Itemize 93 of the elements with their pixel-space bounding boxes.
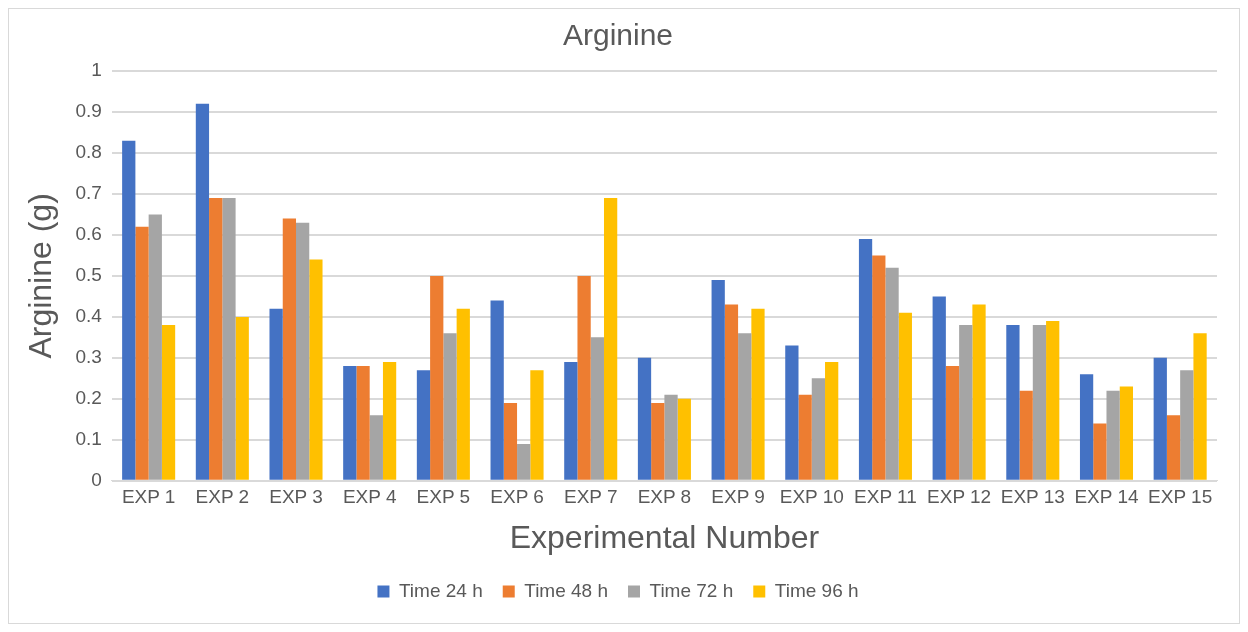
bar <box>858 239 873 480</box>
bar <box>785 345 799 480</box>
bar <box>209 198 223 480</box>
bar <box>222 198 236 480</box>
x-tick-label: EXP 1 <box>121 486 176 508</box>
bar <box>503 402 518 480</box>
y-tick-label: 1 <box>91 59 102 81</box>
bar <box>932 296 946 480</box>
bar <box>603 198 618 480</box>
x-tick-label: EXP 10 <box>779 486 844 508</box>
x-tick-label: EXP 4 <box>342 486 397 508</box>
bar <box>1180 370 1194 480</box>
bar <box>564 361 578 480</box>
bar <box>738 333 752 480</box>
legend-label: Time 24 h <box>398 579 483 601</box>
x-tick-label: EXP 3 <box>269 486 323 508</box>
y-tick-label: 0.1 <box>75 428 102 450</box>
bar <box>195 103 210 480</box>
x-tick-label: EXP 13 <box>1000 486 1065 508</box>
bar <box>872 255 886 480</box>
y-axis-title: Arginine (g) <box>22 193 59 359</box>
y-tick-label: 0.3 <box>75 346 102 368</box>
bar <box>530 370 544 480</box>
chart-title: Arginine <box>562 18 674 52</box>
bar <box>577 275 591 480</box>
bar <box>945 366 960 480</box>
bar <box>122 140 136 480</box>
x-tick-label: EXP 5 <box>416 486 471 508</box>
bar <box>1153 357 1167 480</box>
bar <box>798 394 812 480</box>
legend-label: Time 48 h <box>524 579 609 601</box>
bar <box>282 218 297 480</box>
x-tick-label: EXP 9 <box>711 486 765 508</box>
bar <box>664 394 678 480</box>
y-tick-label: 0.9 <box>75 100 102 122</box>
bar <box>651 402 665 480</box>
bar <box>677 398 691 480</box>
bar <box>443 333 457 480</box>
bar <box>825 361 839 480</box>
bar <box>1032 325 1047 480</box>
bar <box>269 308 283 480</box>
y-tick-label: 0.5 <box>75 264 102 286</box>
bar <box>1119 386 1134 480</box>
bar <box>1006 325 1020 480</box>
y-tick-label: 0.8 <box>75 141 102 163</box>
y-tick-label: 0.6 <box>75 223 102 245</box>
y-tick-label: 0.2 <box>75 387 102 409</box>
x-axis-title: Experimental Number <box>509 518 820 555</box>
bar <box>751 308 765 480</box>
bar <box>356 366 370 480</box>
x-tick-label: EXP 11 <box>854 486 917 508</box>
x-tick-label: EXP 15 <box>1148 486 1213 508</box>
bar <box>161 325 176 480</box>
bar <box>724 304 739 480</box>
bar <box>490 300 504 480</box>
bar <box>456 308 470 480</box>
bar <box>1019 390 1033 480</box>
bar <box>1093 423 1107 480</box>
x-tick-label: EXP 12 <box>927 486 992 508</box>
bar <box>135 226 149 480</box>
bar <box>959 325 973 480</box>
bar <box>430 275 444 480</box>
bar <box>235 316 249 480</box>
x-tick-label: EXP 7 <box>563 486 618 508</box>
legend-label: Time 96 h <box>774 579 859 601</box>
y-tick-label: 0.7 <box>75 182 102 204</box>
bar <box>972 304 986 480</box>
x-tick-label: EXP 6 <box>490 486 544 508</box>
bar <box>1193 333 1207 480</box>
x-tick-label: EXP 2 <box>195 486 250 508</box>
bar <box>711 280 725 480</box>
bar <box>517 443 531 480</box>
legend-label: Time 72 h <box>649 579 734 601</box>
bar <box>148 214 162 480</box>
bar <box>382 361 397 480</box>
bar <box>416 370 431 480</box>
y-tick-label: 0 <box>91 469 102 491</box>
bar <box>1106 390 1120 480</box>
bar <box>1079 374 1094 480</box>
bar <box>898 312 912 480</box>
bar <box>590 337 604 480</box>
bar <box>309 259 323 480</box>
x-tick-label: EXP 14 <box>1074 486 1139 508</box>
y-tick-label: 0.4 <box>75 305 103 327</box>
bar <box>885 267 899 480</box>
bar <box>343 366 357 480</box>
bar <box>296 222 310 480</box>
bar <box>1166 415 1181 480</box>
bar <box>1046 320 1060 480</box>
bar <box>369 415 383 480</box>
bar <box>637 357 652 480</box>
x-tick-label: EXP 8 <box>637 486 692 508</box>
bar <box>811 378 826 480</box>
